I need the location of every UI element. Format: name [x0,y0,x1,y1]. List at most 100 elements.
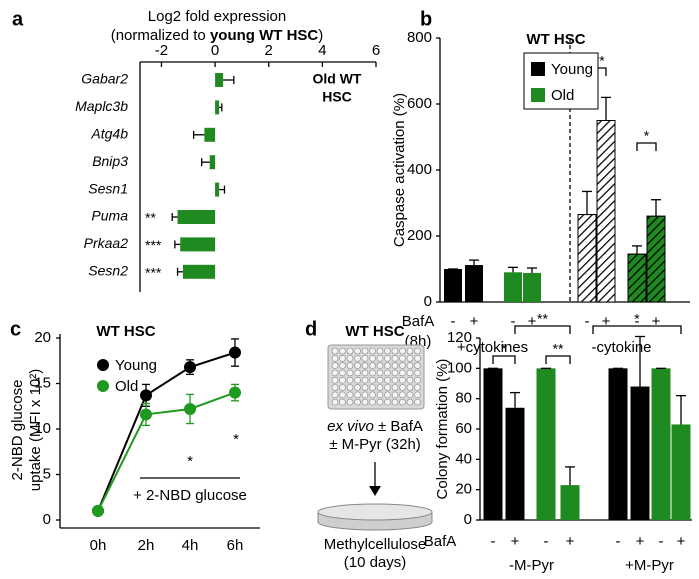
legend-marker [97,380,109,392]
y-tick-label: 800 [407,29,432,46]
well [376,354,384,362]
well [414,384,421,391]
well [361,354,369,362]
significance-bracket [592,325,682,334]
error-bar [632,245,642,255]
error-bar [508,266,518,273]
annotation: Old WT [313,71,362,87]
well [361,362,369,369]
well [414,376,421,384]
marker [184,402,196,415]
annotation: * [187,453,193,470]
error-bar [527,267,537,273]
bafa-sign: + [636,533,645,550]
well [339,391,346,399]
bar [215,182,220,197]
well [369,362,376,369]
bar [523,272,541,302]
dish-top [317,503,433,521]
group-label: +M-Pyr [625,557,674,574]
bar [444,269,462,302]
bafa-sign: - [544,533,549,550]
x-axis-label: BafA [402,313,435,330]
well [346,369,354,377]
error-bar [192,130,205,139]
legend-swatch [531,62,545,76]
bar [505,407,525,520]
panel-letter: c [10,318,21,340]
bafa-sign: - [511,313,516,330]
well [391,398,399,406]
well [414,369,421,377]
well [384,362,391,369]
well [369,354,376,362]
y-axis-label: uptake (MFI x 10²) [27,369,44,492]
legend-label: Young [115,357,157,374]
error-bar [223,76,235,84]
well [354,391,361,399]
well [346,376,354,384]
group-label: +cytokines [457,339,528,356]
bar [483,368,503,520]
well [391,362,399,369]
bafa-sign: + [528,313,537,330]
legend-swatch [531,88,545,102]
panel-letter: a [12,8,24,30]
well [376,376,384,384]
well [331,384,339,391]
hatch [627,253,647,303]
well [354,354,361,362]
error-bar [201,158,210,167]
marker [140,389,152,402]
well [339,384,346,391]
category-label: Puma [91,208,128,224]
well [331,369,339,377]
significance: * [634,311,640,327]
hatch [596,120,616,303]
chart-subtitle: (normalized to young WT HSC) [111,27,324,44]
significance: *** [145,237,162,253]
subtitle-part: (normalized to [111,27,210,44]
legend-marker [97,359,109,371]
legend-label: Young [551,61,593,78]
well [361,347,369,355]
y-tick-label: 10 [34,420,51,437]
well [406,369,414,377]
bafa-sign: - [585,313,590,330]
legend-label: Old [551,87,574,104]
error-bar [174,240,181,249]
well [376,384,384,391]
readout-text: Methylcellulose [324,536,427,553]
x-tick-label: 2h [138,537,155,554]
marker [229,386,241,399]
annotation: * [233,431,239,448]
error-bar [219,103,223,112]
line [97,351,236,512]
annotation: + 2-NBD glucose [133,487,247,504]
x-tick-label: 6h [227,537,244,554]
well [331,362,339,369]
y-tick-label: 80 [455,390,472,407]
well [331,354,339,362]
error-bar [601,96,611,121]
bar [504,272,522,302]
well [376,362,384,369]
y-tick-label: 15 [34,374,51,391]
protocol-text: ex vivo ± BafA [327,418,423,435]
well [354,369,361,377]
well [414,362,421,369]
y-tick-label: 20 [455,481,472,498]
panel-letter: d [305,318,317,340]
significance: *** [145,265,162,281]
significance-bracket [636,142,657,151]
error-bar [676,394,686,425]
y-tick-label: 200 [407,227,432,244]
error-bar [219,185,226,194]
well [384,391,391,399]
well [391,354,399,362]
well [391,391,399,399]
chart-title: WT HSC [526,31,585,48]
well [391,369,399,377]
well [406,362,414,369]
